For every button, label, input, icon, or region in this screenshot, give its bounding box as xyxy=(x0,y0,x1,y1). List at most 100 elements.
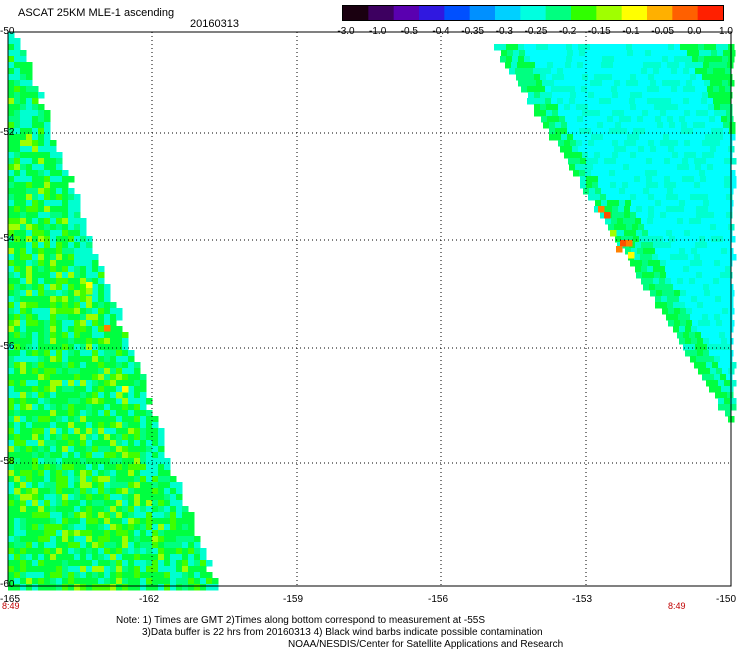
swath-cell xyxy=(20,494,27,501)
swath-cell xyxy=(32,560,39,567)
swath-cell xyxy=(14,350,21,357)
swath-cell xyxy=(32,512,39,519)
swath-cell xyxy=(32,152,39,159)
swath-cell xyxy=(20,446,27,453)
swath-cell xyxy=(188,560,195,567)
swath-cell xyxy=(704,56,711,63)
swath-cell xyxy=(32,212,39,219)
swath-cell xyxy=(44,200,51,207)
swath-cell xyxy=(660,92,667,99)
swath-cell xyxy=(140,416,147,423)
swath-cell xyxy=(642,260,649,267)
swath-cell xyxy=(68,578,75,585)
swath-cell xyxy=(698,224,705,231)
swath-cell xyxy=(200,572,207,579)
swath-cell xyxy=(626,80,633,87)
swath-cell xyxy=(699,236,706,243)
swath-cell xyxy=(651,50,658,57)
swath-cell xyxy=(98,350,105,357)
swath-cell xyxy=(122,548,129,555)
swath-cell xyxy=(92,308,99,315)
swath-cell xyxy=(56,284,63,291)
swath-cell xyxy=(626,240,633,247)
swath-cell xyxy=(715,248,722,255)
swath-cell xyxy=(116,494,123,501)
swath-cell xyxy=(20,134,27,141)
swath-cell xyxy=(98,506,105,513)
swath-cell xyxy=(578,80,585,87)
swath-cell xyxy=(182,572,189,579)
swath-cell xyxy=(601,200,608,207)
swath-cell xyxy=(50,572,57,579)
swath-cell xyxy=(649,248,656,255)
swath-cell xyxy=(92,458,99,465)
swath-cell xyxy=(86,470,93,477)
swath-cell xyxy=(518,80,525,87)
swath-cell xyxy=(80,434,87,441)
swath-cell xyxy=(697,302,704,309)
swath-cell xyxy=(176,536,183,543)
swath-cell xyxy=(32,380,39,387)
swath-cell xyxy=(675,122,682,129)
swath-cell xyxy=(80,410,87,417)
swath-cell xyxy=(74,416,81,423)
swath-cell xyxy=(632,146,639,153)
swath-cell xyxy=(152,476,159,483)
swath-cell xyxy=(647,98,654,105)
swath-cell xyxy=(38,344,45,351)
lon-label: -165 xyxy=(0,594,21,605)
swath-cell xyxy=(32,494,39,501)
swath-cell xyxy=(625,62,632,69)
swath-cell xyxy=(610,158,617,165)
swath-cell xyxy=(609,170,616,177)
swath-cell xyxy=(695,86,702,93)
swath-cell xyxy=(8,356,15,363)
swath-cell xyxy=(714,110,721,117)
swath-cell xyxy=(38,392,45,399)
swath-cell xyxy=(20,68,27,75)
swath-cell xyxy=(631,248,638,255)
swath-cell xyxy=(86,500,93,507)
swath-cell xyxy=(98,398,105,405)
swath-cell xyxy=(56,260,63,267)
swath-cell xyxy=(710,44,717,51)
swath-cell xyxy=(92,380,99,387)
swath-cell xyxy=(720,74,727,81)
swath-cell xyxy=(627,122,634,129)
swath-cell xyxy=(26,566,33,573)
swath-cell xyxy=(720,260,727,267)
swath-cell xyxy=(80,224,87,231)
swath-cell xyxy=(74,530,81,537)
swath-cell xyxy=(158,584,165,591)
swath-cell xyxy=(577,116,584,123)
swath-cell xyxy=(38,122,45,129)
swath-cell xyxy=(14,404,21,411)
swath-cell xyxy=(74,230,81,237)
swath-cell xyxy=(182,542,189,549)
swath-cell xyxy=(716,44,723,51)
swath-cell xyxy=(116,350,123,357)
swath-cell xyxy=(20,158,27,165)
swath-cell xyxy=(44,428,51,435)
swath-cell xyxy=(32,482,39,489)
swath-cell xyxy=(44,566,51,573)
swath-cell xyxy=(14,320,21,327)
swath-cell xyxy=(610,176,617,183)
swath-cell xyxy=(32,86,39,93)
swath-cell xyxy=(648,92,655,99)
swath-cell xyxy=(62,302,69,309)
swath-cell xyxy=(8,566,15,573)
swath-cell xyxy=(44,284,51,291)
swath-cell xyxy=(56,152,63,159)
swath-cell xyxy=(582,110,589,117)
swath-cell xyxy=(122,362,129,369)
swath-cell xyxy=(686,44,693,51)
swath-cell xyxy=(68,446,75,453)
swath-cell xyxy=(182,548,189,555)
swath-cell xyxy=(110,512,117,519)
swath-cell xyxy=(720,206,727,213)
swath-cell xyxy=(14,284,21,291)
swath-cell xyxy=(648,110,655,117)
swath-cell xyxy=(146,398,153,405)
swath-cell xyxy=(619,62,626,69)
